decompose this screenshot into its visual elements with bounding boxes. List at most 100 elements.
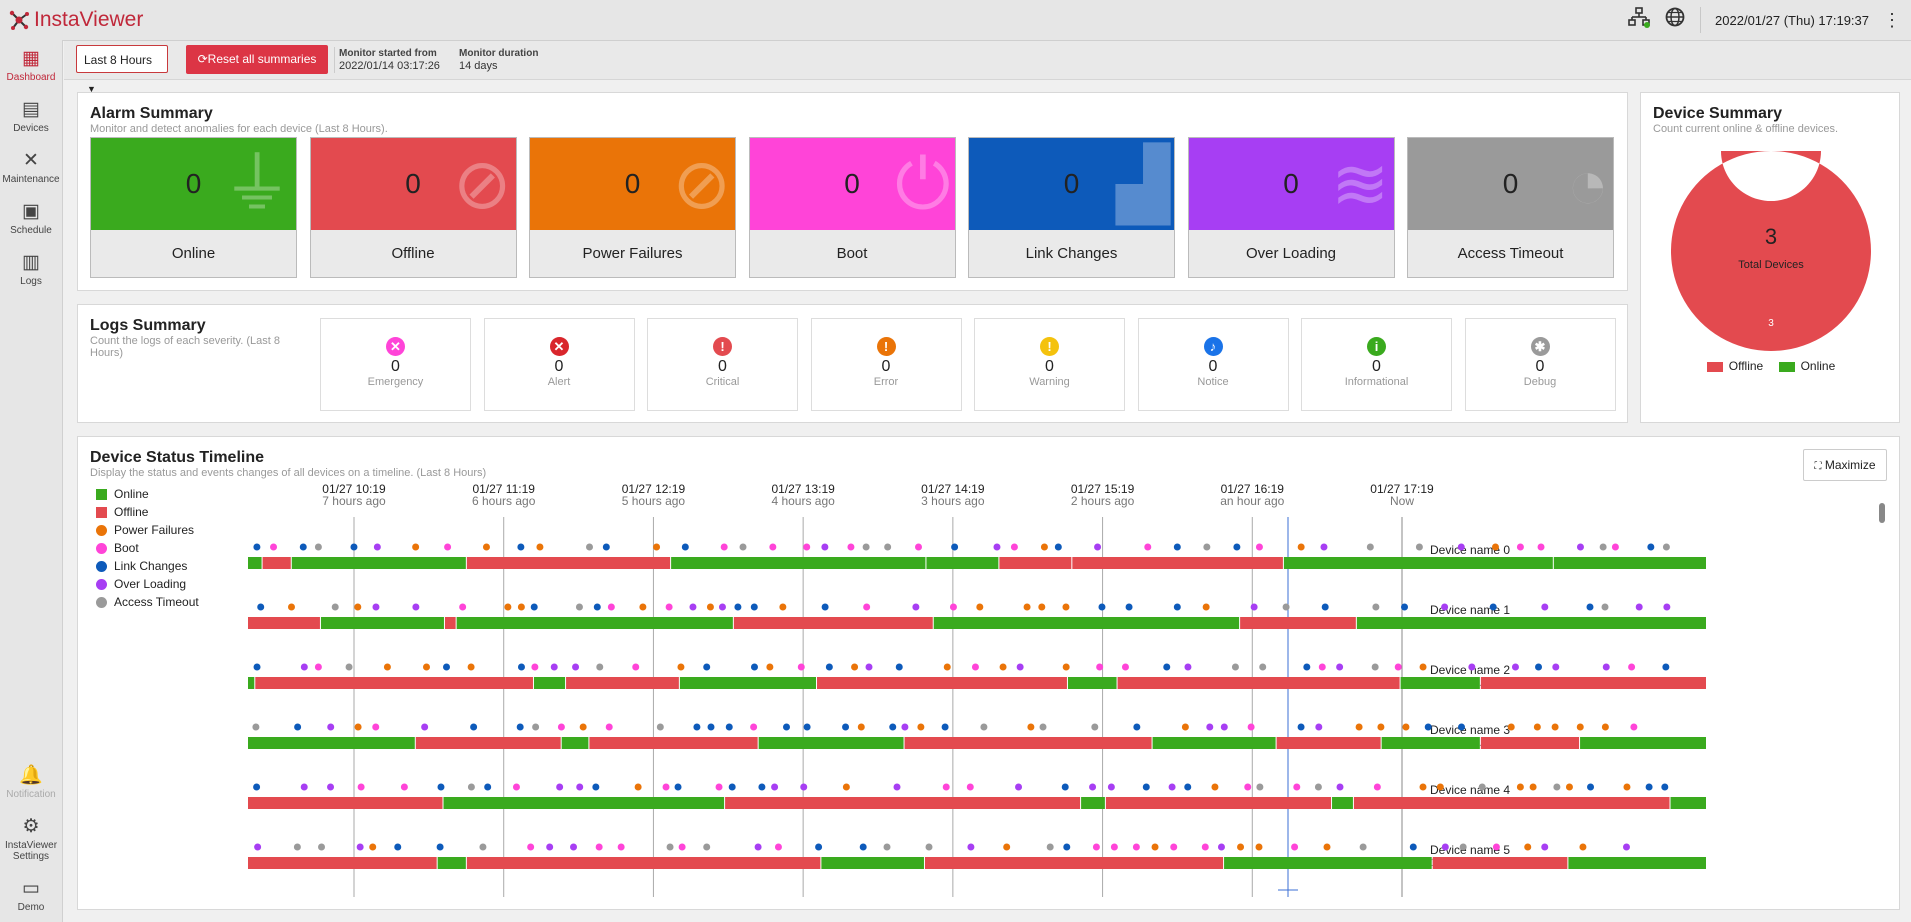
event-dot[interactable]: [1184, 783, 1192, 791]
event-dot[interactable]: [1181, 723, 1189, 731]
event-dot[interactable]: [532, 723, 540, 731]
event-dot[interactable]: [971, 663, 979, 671]
event-dot[interactable]: [1401, 603, 1409, 611]
event-dot[interactable]: [504, 603, 512, 611]
event-dot[interactable]: [1409, 843, 1417, 851]
event-dot[interactable]: [293, 843, 301, 851]
event-dot[interactable]: [1003, 843, 1011, 851]
online-segment[interactable]: [1553, 557, 1706, 569]
device-row-label[interactable]: Device name 4 192.168.1.4: [1430, 784, 1510, 810]
event-dot[interactable]: [1046, 843, 1054, 851]
event-dot[interactable]: [369, 843, 377, 851]
event-dot[interactable]: [681, 543, 689, 551]
event-dot[interactable]: [299, 543, 307, 551]
event-dot[interactable]: [444, 543, 452, 551]
event-dot[interactable]: [943, 663, 951, 671]
event-dot[interactable]: [656, 723, 664, 731]
event-dot[interactable]: [966, 783, 974, 791]
event-dot[interactable]: [1173, 543, 1181, 551]
legend-item-offline[interactable]: Offline: [96, 503, 199, 521]
event-dot[interactable]: [437, 783, 445, 791]
offline-segment[interactable]: [733, 617, 933, 629]
offline-segment[interactable]: [904, 737, 1152, 749]
online-segment[interactable]: [291, 557, 466, 569]
event-dot[interactable]: [314, 663, 322, 671]
event-dot[interactable]: [993, 543, 1001, 551]
event-dot[interactable]: [1062, 663, 1070, 671]
event-dot[interactable]: [570, 843, 578, 851]
event-dot[interactable]: [800, 783, 808, 791]
event-dot[interactable]: [1419, 663, 1427, 671]
sidebar-item-maintenance[interactable]: ✕ Maintenance: [0, 150, 62, 185]
event-dot[interactable]: [354, 723, 362, 731]
event-dot[interactable]: [1602, 663, 1610, 671]
log-card-informational[interactable]: i 0 Informational: [1301, 318, 1452, 411]
event-dot[interactable]: [1576, 723, 1584, 731]
event-dot[interactable]: [270, 543, 278, 551]
event-dot[interactable]: [821, 603, 829, 611]
online-segment[interactable]: [758, 737, 904, 749]
event-dot[interactable]: [967, 843, 975, 851]
event-dot[interactable]: [951, 543, 959, 551]
log-card-warning[interactable]: ! 0 Warning: [974, 318, 1125, 411]
sidebar-item-dashboard[interactable]: ▦ Dashboard: [0, 48, 62, 83]
event-dot[interactable]: [941, 723, 949, 731]
event-dot[interactable]: [1630, 723, 1638, 731]
event-dot[interactable]: [889, 723, 897, 731]
event-dot[interactable]: [400, 783, 408, 791]
sidebar-item-schedule[interactable]: ▣ Schedule: [0, 201, 62, 236]
event-dot[interactable]: [632, 663, 640, 671]
offline-segment[interactable]: [1240, 617, 1356, 629]
event-dot[interactable]: [1622, 843, 1630, 851]
event-dot[interactable]: [1419, 783, 1427, 791]
event-dot[interactable]: [821, 543, 829, 551]
online-segment[interactable]: [248, 737, 415, 749]
event-dot[interactable]: [530, 603, 538, 611]
event-dot[interactable]: [1092, 843, 1100, 851]
online-segment[interactable]: [561, 737, 589, 749]
event-dot[interactable]: [1231, 663, 1239, 671]
event-dot[interactable]: [412, 543, 420, 551]
event-dot[interactable]: [976, 603, 984, 611]
event-dot[interactable]: [1061, 783, 1069, 791]
globe-icon[interactable]: [1664, 6, 1686, 34]
offline-segment[interactable]: [1353, 797, 1670, 809]
event-dot[interactable]: [774, 843, 782, 851]
online-segment[interactable]: [671, 557, 926, 569]
event-dot[interactable]: [1586, 603, 1594, 611]
event-dot[interactable]: [1094, 543, 1102, 551]
event-dot[interactable]: [1663, 603, 1671, 611]
online-segment[interactable]: [437, 857, 466, 869]
event-dot[interactable]: [595, 843, 603, 851]
event-dot[interactable]: [1533, 723, 1541, 731]
offline-segment[interactable]: [1276, 737, 1381, 749]
legend-item-online[interactable]: Online: [96, 485, 199, 503]
legend-item-over-loading[interactable]: Over Loading: [96, 575, 199, 593]
event-dot[interactable]: [556, 783, 564, 791]
event-dot[interactable]: [842, 723, 850, 731]
offline-segment[interactable]: [466, 557, 671, 569]
event-dot[interactable]: [517, 543, 525, 551]
offline-segment[interactable]: [262, 557, 291, 569]
online-segment[interactable]: [248, 677, 255, 689]
event-dot[interactable]: [728, 783, 736, 791]
alarm-card-access-timeout[interactable]: ◔ 0 Access Timeout: [1407, 137, 1614, 278]
offline-segment[interactable]: [999, 557, 1072, 569]
event-dot[interactable]: [782, 723, 790, 731]
event-dot[interactable]: [517, 663, 525, 671]
offline-slice[interactable]: [1671, 151, 1871, 351]
event-dot[interactable]: [857, 723, 865, 731]
event-dot[interactable]: [1553, 783, 1561, 791]
device-row-label[interactable]: Device name 2 192.168.1.2: [1430, 664, 1510, 690]
offline-segment[interactable]: [817, 677, 1067, 689]
offline-segment[interactable]: [566, 677, 679, 689]
event-dot[interactable]: [1255, 843, 1263, 851]
event-dot[interactable]: [482, 543, 490, 551]
offline-segment[interactable]: [589, 737, 758, 749]
device-row-label[interactable]: Device name 0 192.168.1.0: [1430, 544, 1510, 570]
legend-item-power-failures[interactable]: Power Failures: [96, 521, 199, 539]
time-range-select[interactable]: Last 8 Hours ▼: [76, 45, 168, 94]
event-dot[interactable]: [253, 543, 261, 551]
event-dot[interactable]: [350, 543, 358, 551]
event-dot[interactable]: [1662, 543, 1670, 551]
